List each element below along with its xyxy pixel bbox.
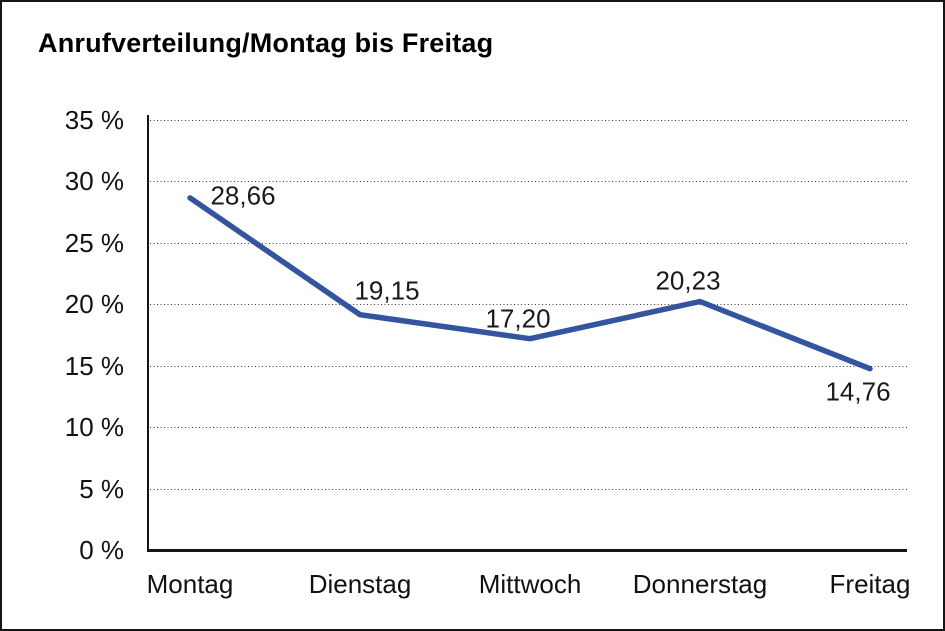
y-tick-label: 5 % — [79, 474, 124, 504]
data-point-label: 28,66 — [210, 180, 276, 211]
x-category-label: Montag — [146, 569, 234, 599]
gridline-35 — [150, 120, 907, 121]
y-tick-label: 15 % — [64, 351, 124, 381]
data-point-label: 19,15 — [354, 275, 420, 306]
gridline-5 — [150, 489, 907, 490]
chart-title: Anrufverteilung/Montag bis Freitag — [38, 28, 494, 58]
gridline-25 — [150, 243, 907, 244]
y-tick-label: 35 % — [64, 105, 124, 135]
y-axis-line — [147, 115, 149, 551]
x-category-label: Mittwoch — [478, 569, 582, 599]
x-category-label: Dienstag — [308, 569, 412, 599]
gridline-10 — [150, 427, 907, 428]
gridline-20 — [150, 304, 907, 305]
x-axis-line — [147, 549, 907, 552]
y-tick-label: 25 % — [64, 228, 124, 258]
gridline-15 — [150, 366, 907, 367]
x-category-label: Donnerstag — [632, 569, 768, 599]
x-category-label: Freitag — [829, 569, 911, 599]
y-tick-label: 20 % — [64, 289, 124, 319]
gridline-30 — [150, 181, 907, 182]
data-point-label: 14,76 — [825, 376, 891, 407]
data-point-label: 17,20 — [485, 303, 551, 334]
y-tick-label: 30 % — [64, 166, 124, 196]
y-tick-label: 0 % — [79, 535, 124, 565]
y-tick-label: 10 % — [64, 412, 124, 442]
data-point-label: 20,23 — [655, 265, 721, 296]
data-line — [187, 195, 873, 372]
